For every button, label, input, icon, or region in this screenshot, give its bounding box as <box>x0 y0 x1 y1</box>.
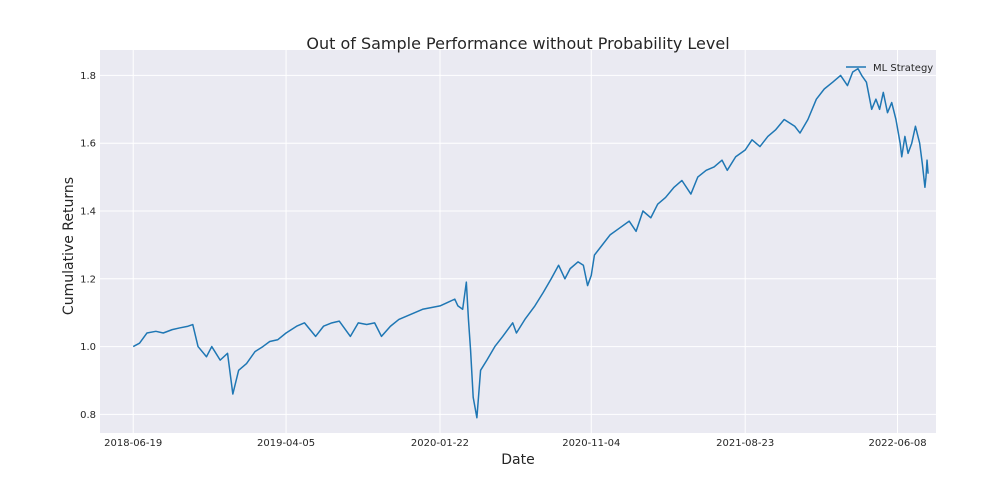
y-axis-ticks: 0.8 1.0 1.2 1.4 1.6 1.8 <box>80 71 96 421</box>
x-tick-label: 2021-08-23 <box>716 438 774 449</box>
x-tick-label: 2020-01-22 <box>411 438 469 449</box>
x-tick-label: 2022-06-08 <box>868 438 926 449</box>
y-tick-label: 1.0 <box>80 342 96 353</box>
x-axis-ticks: 2018-06-19 2019-04-05 2020-01-22 2020-11-04… <box>104 438 926 449</box>
legend: ML Strategy <box>846 63 933 74</box>
x-axis-label: Date <box>501 452 534 468</box>
y-tick-label: 0.8 <box>80 410 96 421</box>
y-axis-label: Cumulative Returns <box>61 177 77 315</box>
y-tick-label: 1.2 <box>80 274 96 285</box>
plot-area <box>100 50 936 433</box>
y-tick-label: 1.4 <box>80 206 96 217</box>
y-tick-label: 1.6 <box>80 139 96 150</box>
x-tick-label: 2019-04-05 <box>257 438 315 449</box>
chart-title: Out of Sample Performance without Probab… <box>306 34 729 53</box>
x-tick-label: 2018-06-19 <box>104 438 162 449</box>
y-tick-label: 1.8 <box>80 71 96 82</box>
grid <box>100 50 936 433</box>
x-tick-label: 2020-11-04 <box>562 438 620 449</box>
legend-label: ML Strategy <box>873 63 933 74</box>
series-group <box>132 67 929 419</box>
series-line-ml-strategy <box>132 67 929 419</box>
